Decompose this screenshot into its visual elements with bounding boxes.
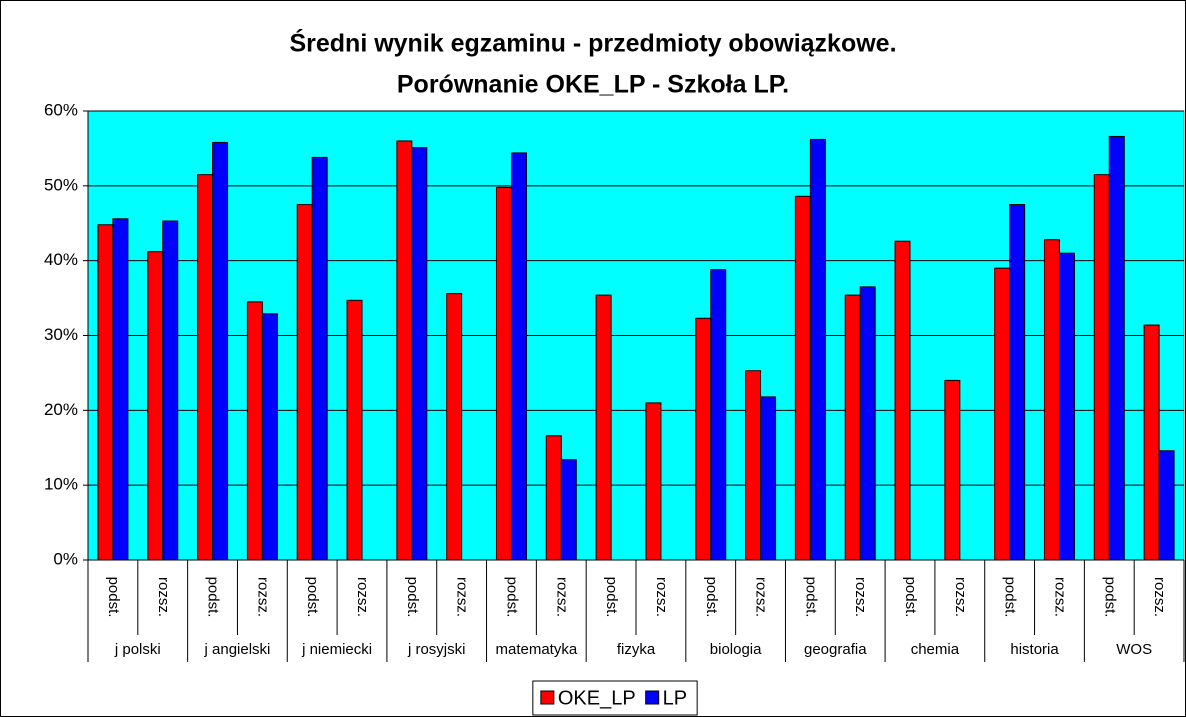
bar (1009, 204, 1026, 561)
x-tick-label: rozsz. (553, 577, 570, 617)
y-tick-label: 50% (44, 175, 78, 194)
bar (311, 156, 328, 561)
x-tick-label: rozsz. (1151, 577, 1168, 617)
bar (246, 301, 263, 561)
legend-swatch (645, 690, 660, 705)
y-tick-label: 30% (44, 325, 78, 344)
bar (760, 396, 777, 561)
bar (1108, 135, 1125, 561)
bar (1093, 174, 1110, 561)
legend-label: LP (663, 687, 687, 709)
x-tick-label: podst. (503, 577, 520, 618)
x-group-label: matematyka (496, 641, 578, 658)
bar (411, 147, 428, 561)
x-tick-label: podst. (404, 577, 421, 618)
bar (162, 220, 179, 561)
bar (197, 174, 214, 561)
x-tick-label: rozsz. (254, 577, 271, 617)
x-group-label: WOS (1116, 641, 1152, 658)
y-tick-label: 40% (44, 250, 78, 269)
x-tick-label: podst. (603, 577, 620, 618)
bar (97, 224, 114, 561)
chart-title: Średni wynik egzaminu - przedmioty obowi… (289, 28, 896, 58)
x-tick-label: podst. (304, 577, 321, 618)
x-tick-label: podst. (1002, 577, 1019, 618)
x-group-label: fizyka (617, 641, 656, 658)
bar (495, 186, 512, 561)
x-tick-label: podst. (802, 577, 819, 618)
bar (809, 138, 826, 561)
legend-label: OKE_LP (558, 687, 636, 709)
x-tick-label: rozsz. (454, 577, 471, 617)
bar (944, 379, 961, 561)
bar (560, 459, 577, 561)
bar (346, 299, 363, 561)
x-tick-label: rozsz. (1051, 577, 1068, 617)
bar (745, 370, 762, 561)
bar (1058, 252, 1075, 561)
bar (112, 218, 129, 561)
x-tick-label: podst. (703, 577, 720, 618)
chart-subtitle: Porównanie OKE_LP - Szkoła LP. (397, 71, 789, 99)
legend-swatch (540, 690, 555, 705)
x-tick-label: rozsz. (354, 577, 371, 617)
bar (545, 435, 562, 561)
bar (894, 240, 911, 561)
y-tick-label: 10% (44, 475, 78, 494)
x-group-label: j polski (114, 641, 161, 658)
x-group-label: geografia (804, 641, 867, 658)
bar (261, 313, 278, 561)
bar (1158, 450, 1175, 561)
x-tick-label: rozsz. (155, 577, 172, 617)
bar (645, 402, 662, 561)
x-group-label: j rosyjski (407, 641, 466, 658)
bar (794, 195, 811, 561)
x-group-label: chemia (911, 641, 960, 658)
x-tick-label: podst. (105, 577, 122, 618)
bar (859, 286, 876, 561)
x-group-label: historia (1010, 641, 1059, 658)
bar (296, 204, 313, 561)
x-tick-label: rozsz. (852, 577, 869, 617)
bar (994, 267, 1011, 561)
x-tick-label: rozsz. (952, 577, 969, 617)
x-tick-label: rozsz. (753, 577, 770, 617)
legend (532, 680, 698, 716)
y-tick-label: 60% (44, 100, 78, 119)
bar (844, 294, 861, 561)
bar (396, 140, 413, 561)
bar (1143, 324, 1160, 561)
bar (212, 141, 229, 561)
y-tick-label: 20% (44, 400, 78, 419)
bar (446, 293, 463, 561)
x-tick-label: podst. (902, 577, 919, 618)
x-tick-label: podst. (1101, 577, 1118, 618)
bar (510, 152, 527, 561)
x-tick-label: rozsz. (653, 577, 670, 617)
x-group-label: j angielski (204, 641, 271, 658)
bar (695, 317, 712, 561)
x-group-label: biologia (710, 641, 762, 658)
y-tick-label: 0% (53, 549, 78, 568)
bar (710, 269, 727, 561)
x-tick-label: podst. (205, 577, 222, 618)
x-group-label: j niemiecki (301, 641, 372, 658)
bar (1043, 239, 1060, 561)
bar (147, 251, 164, 561)
bar (595, 294, 612, 561)
